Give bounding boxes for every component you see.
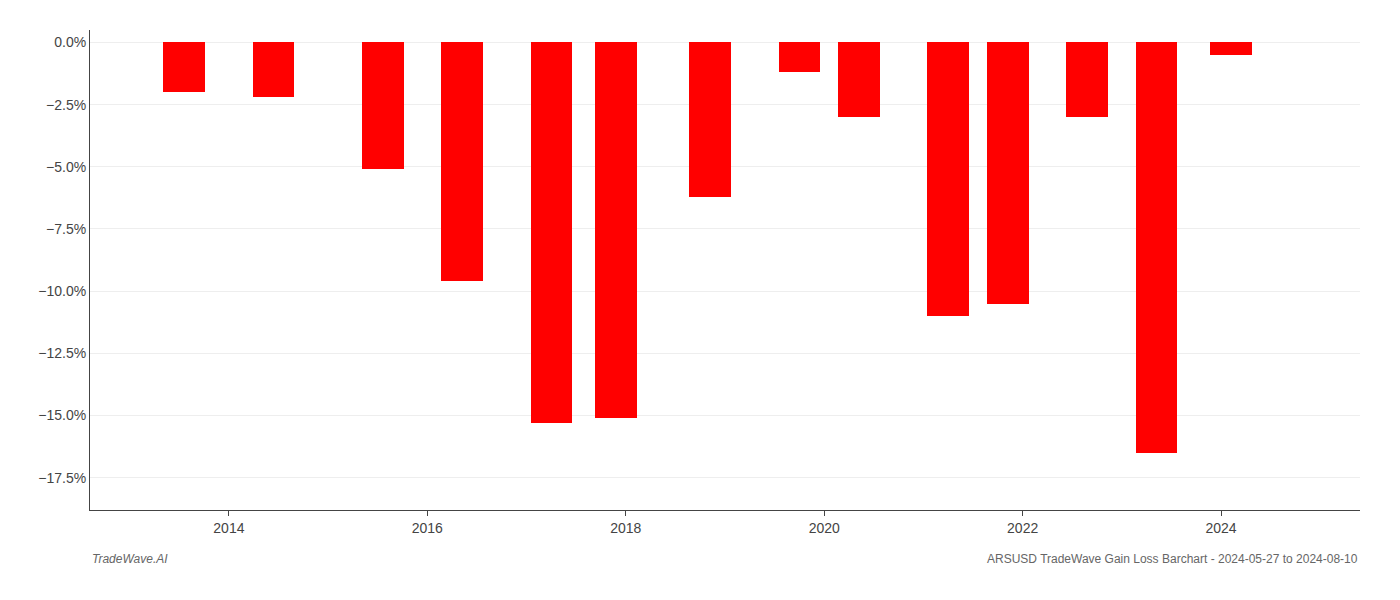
svg-text:2018: 2018 bbox=[610, 520, 641, 536]
svg-text:2014: 2014 bbox=[213, 520, 244, 536]
svg-text:0.0%: 0.0% bbox=[54, 34, 86, 50]
svg-text:TradeWave.AI: TradeWave.AI bbox=[92, 552, 168, 566]
svg-text:ARSUSD TradeWave Gain Loss Bar: ARSUSD TradeWave Gain Loss Barchart - 20… bbox=[987, 552, 1358, 566]
svg-text:−12.5%: −12.5% bbox=[38, 345, 86, 361]
svg-text:−7.5%: −7.5% bbox=[46, 221, 86, 237]
svg-text:2020: 2020 bbox=[809, 520, 840, 536]
svg-text:−17.5%: −17.5% bbox=[38, 470, 86, 486]
svg-text:−2.5%: −2.5% bbox=[46, 97, 86, 113]
svg-text:2024: 2024 bbox=[1206, 520, 1237, 536]
svg-text:−10.0%: −10.0% bbox=[38, 283, 86, 299]
svg-text:2022: 2022 bbox=[1007, 520, 1038, 536]
svg-text:−15.0%: −15.0% bbox=[38, 407, 86, 423]
svg-text:2016: 2016 bbox=[412, 520, 443, 536]
svg-text:−5.0%: −5.0% bbox=[46, 159, 86, 175]
